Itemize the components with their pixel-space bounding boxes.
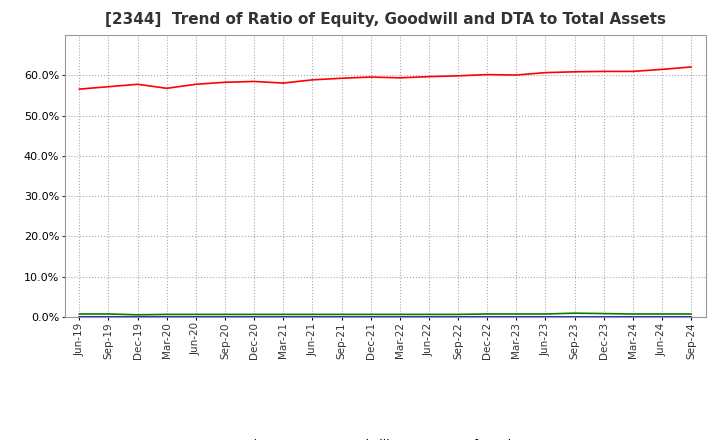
Deferred Tax Assets (483, 312, 492, 317)
Deferred Tax Assets (657, 312, 666, 317)
Equity (541, 70, 550, 75)
Goodwill (163, 314, 171, 319)
Goodwill (104, 314, 113, 319)
Equity (512, 73, 521, 78)
Deferred Tax Assets (570, 311, 579, 316)
Equity (454, 73, 462, 78)
Deferred Tax Assets (599, 311, 608, 316)
Equity (570, 69, 579, 74)
Equity (629, 69, 637, 74)
Equity (425, 74, 433, 79)
Deferred Tax Assets (220, 312, 229, 317)
Deferred Tax Assets (454, 312, 462, 317)
Goodwill (337, 314, 346, 319)
Goodwill (192, 314, 200, 319)
Equity (75, 87, 84, 92)
Goodwill (75, 314, 84, 319)
Equity (220, 80, 229, 85)
Goodwill (395, 314, 404, 319)
Equity (337, 76, 346, 81)
Goodwill (483, 314, 492, 319)
Deferred Tax Assets (512, 312, 521, 317)
Deferred Tax Assets (133, 312, 142, 317)
Goodwill (629, 314, 637, 319)
Equity (192, 82, 200, 87)
Equity (657, 67, 666, 72)
Equity (366, 74, 375, 80)
Deferred Tax Assets (541, 312, 550, 317)
Deferred Tax Assets (104, 312, 113, 317)
Goodwill (687, 314, 696, 319)
Goodwill (541, 314, 550, 319)
Equity (308, 77, 317, 82)
Equity (250, 79, 258, 84)
Goodwill (308, 314, 317, 319)
Goodwill (599, 314, 608, 319)
Goodwill (133, 314, 142, 319)
Equity (599, 69, 608, 74)
Equity (395, 75, 404, 81)
Legend: Equity, Goodwill, Deferred Tax Assets: Equity, Goodwill, Deferred Tax Assets (184, 434, 586, 440)
Deferred Tax Assets (279, 312, 287, 317)
Goodwill (366, 314, 375, 319)
Deferred Tax Assets (425, 312, 433, 317)
Goodwill (657, 314, 666, 319)
Goodwill (454, 314, 462, 319)
Deferred Tax Assets (75, 312, 84, 317)
Equity (104, 84, 113, 89)
Goodwill (512, 314, 521, 319)
Goodwill (570, 314, 579, 319)
Title: [2344]  Trend of Ratio of Equity, Goodwill and DTA to Total Assets: [2344] Trend of Ratio of Equity, Goodwil… (104, 12, 666, 27)
Deferred Tax Assets (163, 312, 171, 317)
Equity (133, 82, 142, 87)
Deferred Tax Assets (687, 312, 696, 317)
Goodwill (425, 314, 433, 319)
Deferred Tax Assets (308, 312, 317, 317)
Line: Equity: Equity (79, 67, 691, 89)
Deferred Tax Assets (337, 312, 346, 317)
Equity (163, 86, 171, 91)
Deferred Tax Assets (250, 312, 258, 317)
Goodwill (220, 314, 229, 319)
Goodwill (279, 314, 287, 319)
Goodwill (250, 314, 258, 319)
Deferred Tax Assets (395, 312, 404, 317)
Deferred Tax Assets (366, 312, 375, 317)
Line: Deferred Tax Assets: Deferred Tax Assets (79, 313, 691, 315)
Deferred Tax Assets (192, 312, 200, 317)
Equity (483, 72, 492, 77)
Equity (279, 81, 287, 86)
Equity (687, 64, 696, 70)
Deferred Tax Assets (629, 312, 637, 317)
